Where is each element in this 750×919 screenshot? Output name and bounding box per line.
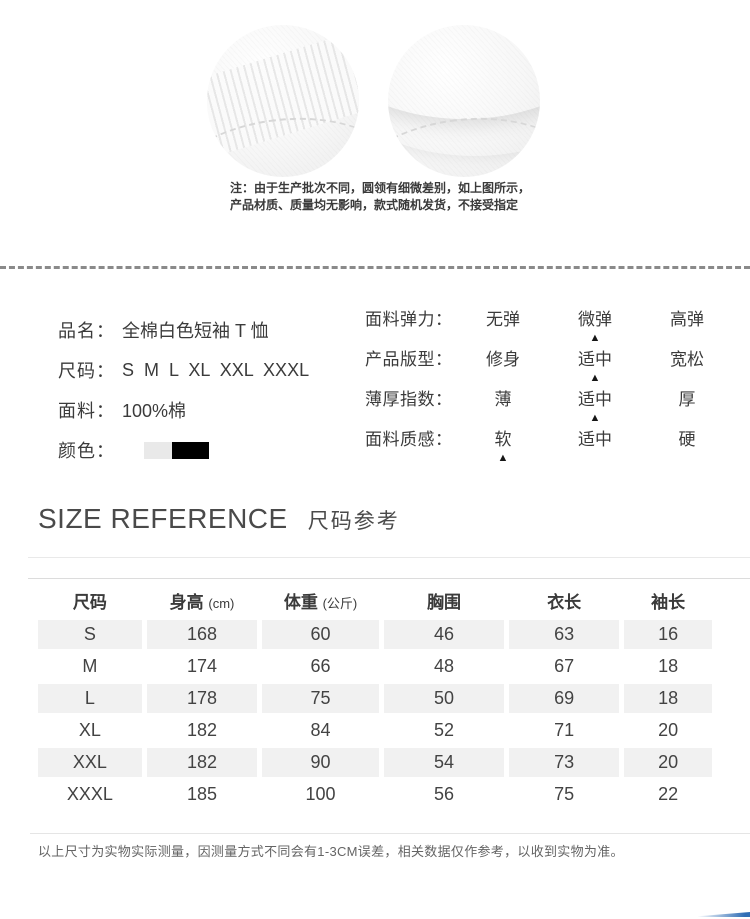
fabric-weave-texture (388, 25, 540, 177)
attr-option: 适中 ▲ (578, 390, 612, 424)
product-color-label: 颜色： (58, 441, 115, 461)
col-header-chest: 胸围 (427, 592, 461, 612)
attr-option: 适中 (578, 430, 612, 449)
table-row-s: S 168 60 46 63 16 (38, 620, 712, 649)
table-bottom-divider-line (30, 833, 750, 834)
size-reference-heading: SIZE REFERENCE 尺码参考 (38, 503, 400, 535)
attr-option: 宽松 (670, 350, 704, 369)
product-name-value: 全棉白色短袖 T 恤 (122, 321, 269, 341)
selection-triangle-icon: ▲ (589, 372, 601, 384)
table-row-xl: XL 182 84 52 71 20 (78, 720, 679, 740)
size-reference-title-en: SIZE REFERENCE (38, 503, 288, 534)
product-fabric-label: 面料： (58, 401, 115, 421)
attr-option: 适中 ▲ (578, 350, 612, 384)
table-row-xxxl: XXXL 185 100 56 75 22 (66, 784, 679, 804)
attr-option: 高弹 (670, 310, 704, 329)
table-top-border-line (28, 578, 750, 579)
attr-label: 产品版型： (365, 350, 453, 369)
product-fabric-value: 100%棉 (122, 401, 187, 421)
selection-triangle-icon: ▲ (497, 452, 509, 464)
attr-label: 面料弹力： (365, 310, 453, 329)
attr-option: 薄 (494, 390, 512, 409)
attribute-scale-panel: 面料弹力： 无弹 微弹 ▲ 高弹 产品版型： 修身 适中 ▲ 宽松 薄厚指数： 薄 … (365, 308, 735, 468)
table-row-m: M 174 66 48 67 18 (82, 656, 679, 676)
size-reference-title-cn: 尺码参考 (307, 510, 400, 533)
selection-triangle-icon: ▲ (589, 332, 601, 344)
table-row-l: L 178 75 50 69 18 (38, 684, 712, 713)
table-header-row: 尺码 身高 (cm) 体重 (公斤) 胸围 衣长 袖长 (38, 583, 712, 617)
product-color-row: 颜色： (58, 430, 348, 470)
selection-triangle-icon: ▲ (589, 412, 601, 424)
dashed-divider (0, 266, 750, 269)
attr-option: 软 ▲ (494, 430, 512, 464)
heading-divider-line (28, 557, 750, 558)
attr-row-texture: 面料质感： 软 ▲ 适中 硬 (365, 428, 735, 468)
attr-option: 修身 (486, 350, 520, 369)
product-name-row: 品名： 全棉白色短袖 T 恤 (58, 310, 348, 350)
attr-option: 微弹 ▲ (578, 310, 612, 344)
next-banner-edge (698, 912, 750, 917)
product-info-panel: 品名： 全棉白色短袖 T 恤 尺码： S M L XL XXL XXXL 面料：… (58, 310, 348, 470)
product-sizes-value: S M L XL XXL XXXL (122, 359, 310, 380)
color-swatch-strip (144, 441, 209, 459)
color-swatch-black (172, 441, 209, 459)
col-header-weight: 体重 (公斤) (283, 592, 358, 612)
measurement-disclaimer: 以上尺寸为实物实际测量，因测量方式不同会有1-3CM误差，相关数据仅作参考，以收… (38, 844, 624, 859)
attr-row-fit: 产品版型： 修身 适中 ▲ 宽松 (365, 348, 735, 388)
color-swatch-white (144, 441, 172, 459)
collar-detail-photo-plain (388, 25, 540, 177)
production-batch-note: 注：由于生产批次不同，圆领有细微差别，如上图所示，产品材质、质量均无影响，款式随… (230, 181, 531, 212)
attr-option: 厚 (678, 390, 696, 409)
attr-row-thickness: 薄厚指数： 薄 适中 ▲ 厚 (365, 388, 735, 428)
col-header-height: 身高 (cm) (169, 592, 235, 612)
attr-row-elasticity: 面料弹力： 无弹 微弹 ▲ 高弹 (365, 308, 735, 348)
product-fabric-row: 面料： 100%棉 (58, 390, 348, 430)
attr-option: 硬 (678, 430, 696, 449)
col-header-sleeve: 袖长 (651, 592, 686, 612)
col-header-length: 衣长 (547, 592, 582, 612)
product-name-label: 品名： (58, 321, 115, 341)
attr-option: 无弹 (486, 310, 520, 329)
attr-label: 薄厚指数： (365, 390, 453, 409)
product-sizes-label: 尺码： (58, 361, 115, 381)
attr-label: 面料质感： (365, 430, 453, 449)
table-row-xxl: XXL 182 90 54 73 20 (38, 748, 712, 777)
product-sizes-row: 尺码： S M L XL XXL XXXL (58, 350, 348, 390)
collar-detail-photo-ribbed (207, 25, 359, 177)
col-header-size: 尺码 (72, 592, 107, 612)
size-chart-table: 尺码 身高 (cm) 体重 (公斤) 胸围 衣长 袖长 S 168 60 46 63 16… (33, 580, 717, 812)
